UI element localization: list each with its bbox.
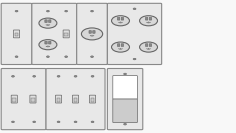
FancyBboxPatch shape: [49, 41, 51, 44]
Circle shape: [120, 48, 121, 49]
Circle shape: [91, 76, 94, 77]
Circle shape: [91, 56, 93, 57]
Circle shape: [65, 56, 67, 57]
FancyBboxPatch shape: [55, 95, 62, 103]
Bar: [57, 98, 60, 102]
FancyBboxPatch shape: [30, 95, 36, 103]
Circle shape: [39, 18, 57, 28]
Circle shape: [81, 28, 103, 40]
Circle shape: [57, 76, 60, 77]
Circle shape: [124, 123, 126, 125]
Bar: [13, 98, 16, 102]
FancyBboxPatch shape: [113, 76, 137, 99]
Circle shape: [74, 76, 77, 77]
Circle shape: [112, 16, 130, 26]
FancyBboxPatch shape: [49, 20, 51, 22]
FancyBboxPatch shape: [77, 3, 107, 65]
Circle shape: [33, 121, 36, 123]
FancyBboxPatch shape: [45, 20, 47, 22]
FancyBboxPatch shape: [1, 3, 32, 65]
FancyBboxPatch shape: [145, 44, 148, 46]
Bar: [15, 33, 18, 36]
Circle shape: [139, 42, 157, 52]
FancyBboxPatch shape: [89, 31, 91, 33]
Circle shape: [12, 76, 14, 77]
Circle shape: [65, 10, 67, 12]
FancyBboxPatch shape: [107, 3, 162, 65]
Circle shape: [133, 8, 136, 10]
Circle shape: [57, 121, 60, 123]
FancyBboxPatch shape: [121, 17, 124, 20]
Bar: [64, 33, 68, 36]
FancyBboxPatch shape: [93, 31, 95, 33]
FancyBboxPatch shape: [113, 99, 137, 123]
Circle shape: [148, 48, 149, 49]
Bar: [91, 98, 94, 102]
Circle shape: [74, 121, 77, 123]
Bar: [31, 98, 35, 102]
FancyBboxPatch shape: [32, 3, 77, 65]
Circle shape: [33, 76, 36, 77]
FancyBboxPatch shape: [1, 68, 46, 130]
Circle shape: [112, 42, 130, 52]
Circle shape: [124, 73, 126, 75]
FancyBboxPatch shape: [118, 44, 120, 46]
Circle shape: [15, 56, 18, 57]
Circle shape: [47, 24, 49, 25]
Circle shape: [46, 10, 49, 12]
Circle shape: [139, 16, 157, 26]
FancyBboxPatch shape: [45, 41, 47, 44]
FancyBboxPatch shape: [63, 30, 69, 38]
FancyBboxPatch shape: [107, 68, 143, 130]
FancyBboxPatch shape: [149, 44, 152, 46]
Circle shape: [12, 121, 14, 123]
Circle shape: [91, 10, 93, 12]
Circle shape: [91, 121, 94, 123]
Circle shape: [133, 58, 136, 60]
FancyBboxPatch shape: [149, 17, 152, 20]
FancyBboxPatch shape: [145, 17, 148, 20]
FancyBboxPatch shape: [13, 30, 20, 38]
FancyBboxPatch shape: [89, 95, 96, 103]
FancyBboxPatch shape: [72, 95, 79, 103]
Bar: [74, 98, 77, 102]
Circle shape: [46, 56, 49, 57]
Circle shape: [91, 35, 93, 36]
FancyBboxPatch shape: [121, 44, 124, 46]
Circle shape: [39, 40, 57, 50]
FancyBboxPatch shape: [118, 17, 120, 20]
FancyBboxPatch shape: [11, 95, 17, 103]
FancyBboxPatch shape: [46, 68, 105, 130]
Circle shape: [15, 10, 18, 12]
